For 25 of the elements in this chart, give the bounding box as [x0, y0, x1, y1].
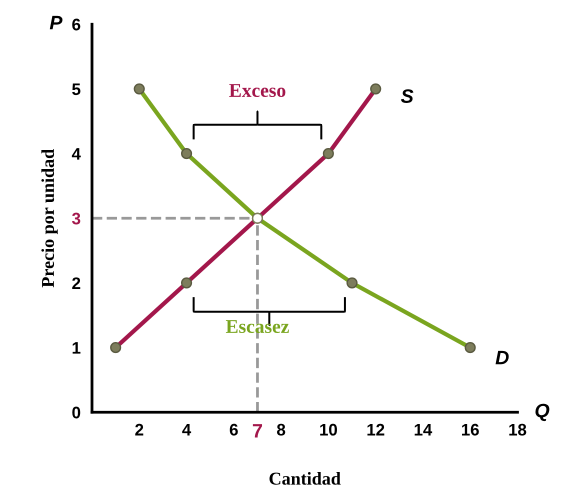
x-tick-label: 6	[230, 424, 238, 436]
y-tick-label: 4	[72, 148, 81, 160]
x-axis-title: Cantidad	[270, 472, 341, 485]
y-tick-label: 2	[72, 277, 80, 289]
annotation: Exceso	[229, 84, 286, 98]
x-tick-label: 10	[320, 424, 337, 436]
y-tick-label: 6	[72, 18, 80, 30]
x-tick-label: 2	[135, 424, 144, 436]
x-tick-label: 16	[462, 424, 479, 436]
y-tick-label: 0	[72, 406, 80, 418]
y-axis-title: Precio por unidad	[41, 149, 58, 288]
x-tick-label: 8	[277, 424, 286, 436]
x-tick-label: 14	[414, 424, 432, 436]
series-label: D	[496, 350, 509, 364]
x-tick-label: 7	[252, 424, 262, 438]
x-tick-label: 18	[509, 424, 526, 436]
y-tick-label: 1	[72, 342, 80, 354]
x2-axis-title: Q	[535, 404, 550, 422]
x-tick-label: 12	[367, 424, 384, 436]
annotation: Escasez	[226, 320, 289, 334]
y-tick-label: 5	[72, 83, 80, 96]
y-tick-label: 3	[72, 212, 80, 224]
x-tick-label: 4	[182, 424, 192, 436]
series-label: S	[400, 89, 414, 103]
y2-axis-title: P	[50, 16, 62, 30]
